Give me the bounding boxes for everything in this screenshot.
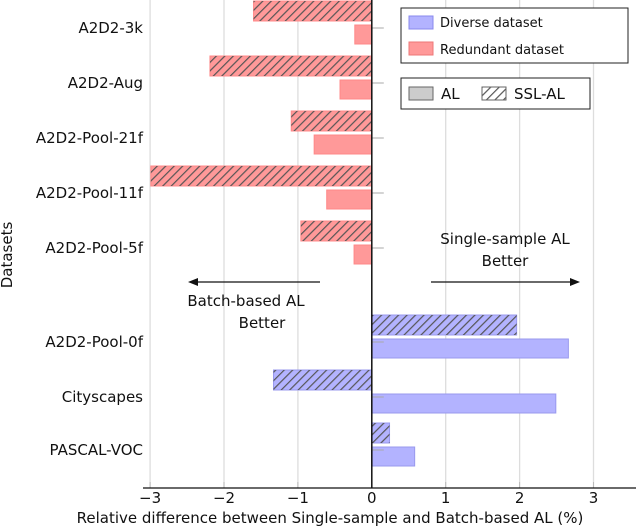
x-tick-label: 3 [589, 489, 599, 507]
bar-ssl-al-hatch [150, 166, 372, 186]
x-tick-label: −1 [287, 489, 309, 507]
category-label: Cityscapes [62, 388, 143, 406]
bar-al [354, 24, 373, 45]
x-axis-label: Relative difference between Single-sampl… [77, 509, 584, 526]
y-axis-label: Datasets [0, 222, 16, 289]
legend-patterns: AL SSL-AL [400, 77, 591, 110]
bar-ssl-al-hatch [300, 221, 372, 241]
category-label: A2D2-Aug [68, 74, 143, 92]
legend-redundant: Redundant dataset [440, 43, 564, 58]
bar-al [326, 189, 373, 210]
arrow-left [188, 278, 320, 286]
annotation-single-line2: Better [482, 252, 530, 270]
x-tick-label: −3 [139, 489, 161, 507]
annotation-single-line1: Single-sample AL [440, 230, 570, 248]
category-label: A2D2-Pool-21f [36, 129, 144, 147]
legend-swatch-al [408, 86, 434, 101]
legend-al: AL [441, 85, 460, 103]
bar-ssl-al-hatch [371, 423, 390, 443]
x-tick-label: 1 [441, 489, 451, 507]
category-label: A2D2-Pool-5f [45, 239, 143, 257]
bar-ssl-al-hatch [209, 56, 372, 76]
annotation-batch-line2: Better [239, 314, 287, 332]
x-tick-label: 0 [367, 489, 377, 507]
legend-colors: Diverse dataset Redundant dataset [400, 7, 629, 64]
bar-al [339, 79, 373, 100]
legend-swatch-redundant [408, 41, 434, 56]
bar-al [371, 338, 569, 359]
category-label: A2D2-3k [78, 19, 143, 37]
bar-ssl-al-hatch [273, 370, 372, 390]
bar-al [313, 134, 373, 155]
bar-al [353, 244, 373, 265]
category-label: A2D2-Pool-0f [45, 333, 143, 351]
legend-ssl-al: SSL-AL [514, 85, 565, 103]
legend-swatch-ssl-al [481, 86, 507, 101]
x-tick-label: −2 [213, 489, 235, 507]
bar-al [371, 393, 557, 414]
legend-diverse: Diverse dataset [440, 16, 543, 31]
category-label: PASCAL-VOC [49, 441, 143, 459]
annotation-batch-line1: Batch-based AL [187, 292, 305, 310]
legend-swatch-diverse [408, 15, 434, 30]
x-tick-label: 2 [515, 489, 525, 507]
category-label: A2D2-Pool-11f [36, 184, 144, 202]
bar-ssl-al-hatch [253, 1, 372, 21]
bar-ssl-al-hatch [371, 315, 517, 335]
bar-ssl-al-hatch [291, 111, 372, 131]
arrow-right [431, 278, 580, 286]
